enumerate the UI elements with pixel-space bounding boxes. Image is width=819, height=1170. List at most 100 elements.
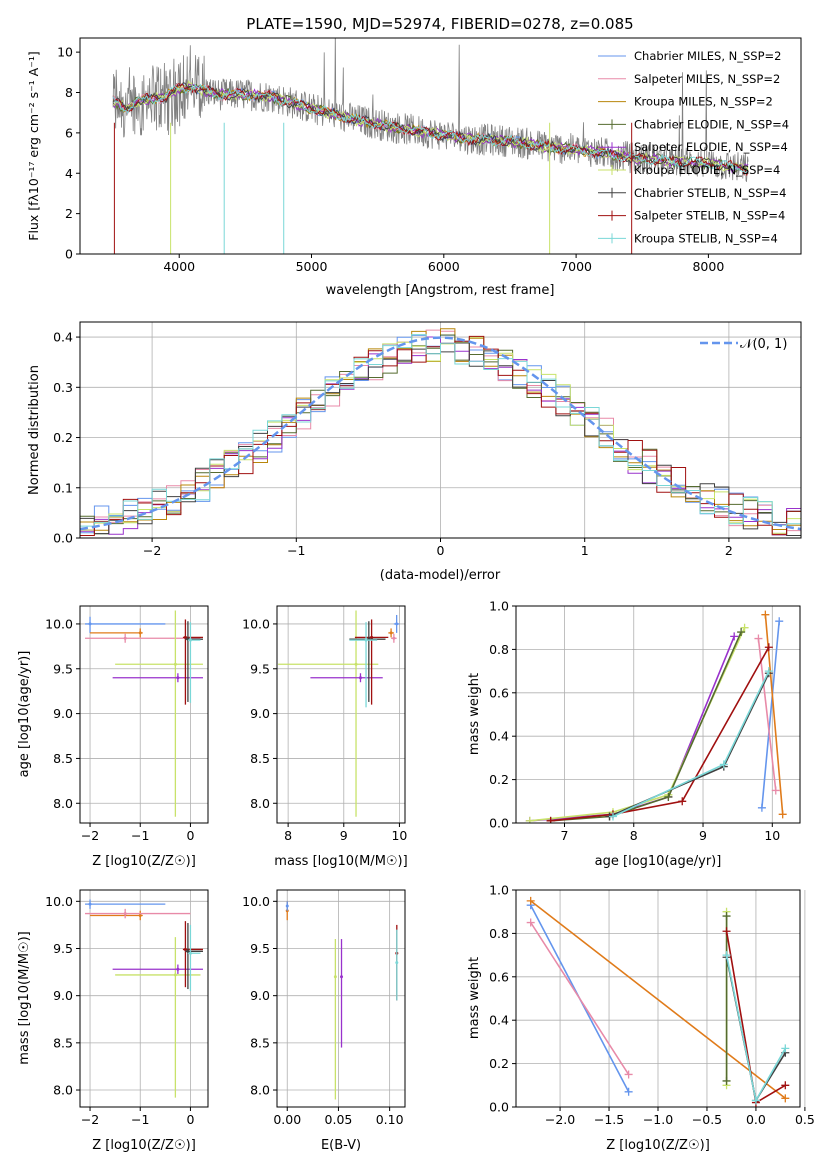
legend-label: Kroupa STELIB, N_SSP=4 [634,231,778,245]
age-vs-mass-frame [276,605,406,824]
y-tick-label: 0.4 [489,1013,509,1028]
y-tick-label: 8.0 [250,796,270,811]
legend-label: Chabrier MILES, N_SSP=2 [634,49,781,63]
y-tick-label: 0.2 [53,430,73,445]
mass-vs-ebv-frame [276,889,406,1108]
plus-marker [624,1087,633,1096]
y-tick-label: 8.0 [250,1083,270,1098]
x-tick-label: −1.5 [594,1112,624,1127]
y-tick-label: 0 [65,247,73,262]
y-tick-label: 8.5 [250,751,270,766]
x-tick-label: 0.0 [746,1112,766,1127]
age-vs-z-plot-area: −2 −1 0 8.0 8.5 9.0 9.5 10.0 [45,606,208,843]
mass-weight-vs-age-xlabel: age [log10(age/yr)] [595,854,722,869]
clipped-group [85,610,203,817]
y-tick-label: 0.8 [489,926,509,941]
x-tick-label: 8000 [692,259,724,274]
clipped-group [525,610,787,823]
mass-weight-vs-z-xlabel: Z [log10(Z/Z☉)] [606,1138,710,1153]
y-tick-label: 10.0 [242,894,270,909]
spectrum-plot-area: 4000 5000 6000 7000 8000 0 2 4 6 8 10 [57,38,749,274]
mass-vs-ebv-plot-area: 0.00 0.05 0.10 8.0 8.5 9.0 9.5 10.0 [242,890,405,1127]
orange-series-line [530,900,786,1099]
x-tick-label: 0.10 [376,1112,404,1127]
x-tick-label: −1 [131,828,149,843]
data-point [395,622,399,626]
y-tick-label: 9.5 [53,941,73,956]
data-point [188,951,192,955]
plus-marker [764,643,773,652]
clipped-group [85,899,203,1098]
x-tick-label: 0.00 [273,1112,301,1127]
data-point [183,635,187,639]
residuals-plot-area: −2 −1 0 1 2 0.0 0.1 0.2 0.3 0.4 [53,322,801,558]
gaussian-curve [80,336,801,531]
plus-marker [751,1096,760,1105]
clipped-group [80,328,801,536]
plus-marker [778,810,787,819]
salpeter-stelib-series-line [550,646,770,822]
y-tick-label: 0.4 [53,330,73,345]
legend-label: Salpeter ELODIE, N_SSP=4 [634,140,788,154]
x-tick-label: 0 [186,1112,194,1127]
legend-label: Chabrier STELIB, N_SSP=4 [634,186,786,200]
data-point [138,913,142,917]
data-point [188,638,192,642]
chabrier-miles-series-line [761,621,780,808]
residuals-ylabel: Normed distribution [27,365,42,495]
data-point [358,676,362,680]
mass-vs-z-xlabel: Z [log10(Z/Z☉)] [92,1138,196,1153]
orange-series-line [764,614,784,815]
plus-marker [737,628,746,637]
y-tick-label: 0.4 [489,729,509,744]
y-tick-label: 10.0 [242,616,270,631]
data-point [183,947,187,951]
y-tick-label: 2 [65,206,73,221]
mass-weight-vs-age-ylabel: mass weight [467,673,482,755]
legend-label: Salpeter STELIB, N_SSP=4 [634,209,785,223]
legend-label: Kroupa MILES, N_SSP=2 [634,95,773,109]
y-tick-label: 4 [65,166,73,181]
age-vs-z-ylabel: age [log10(age/yr)] [17,651,32,778]
data-point [173,973,177,977]
plus-marker [608,812,617,821]
y-tick-label: 9.5 [250,661,270,676]
y-tick-label: 8.5 [53,751,73,766]
plus-marker [771,786,780,795]
data-point [123,912,127,916]
data-point [389,631,393,635]
y-tick-label: 0.1 [53,480,73,495]
x-tick-label: 8 [630,828,638,843]
y-tick-label: 0.2 [489,772,509,787]
y-tick-label: 10.0 [45,894,73,909]
y-tick-label: 8.0 [53,796,73,811]
age-vs-mass-plot-area: 8 9 10 8.0 8.5 9.0 9.5 10.0 [242,606,407,843]
clipped-group [278,610,400,817]
data-point [395,961,399,965]
x-tick-label: 10 [764,828,780,843]
y-tick-label: 10 [57,45,73,60]
y-tick-label: 0.3 [53,380,73,395]
plus-marker [526,918,535,927]
mass-vs-ebv-panel: 0.00 0.05 0.10 8.0 8.5 9.0 9.5 10.0 E(B-V) [242,889,406,1153]
mass-vs-z-frame [79,889,209,1108]
gaussian-legend-label: 𝒩(0, 1) [740,337,787,352]
salpeter-elodie-series-line [529,636,735,822]
salpeter-stelib-model-line [112,83,749,177]
y-tick-label: 8.0 [53,1083,73,1098]
data-point [176,676,180,680]
y-tick-label: 8.5 [53,1035,73,1050]
x-tick-label: 0 [186,828,194,843]
age-vs-z-frame [79,605,209,824]
plus-marker [781,1094,790,1103]
salpeter-miles-series-line [757,638,777,791]
x-tick-label: −1 [131,1112,149,1127]
chabrier-stelib-model-line [112,82,749,175]
mass-weight-vs-age-plot-area: 7 8 9 10 0.0 0.2 0.4 0.6 0.8 1.0 [489,599,800,843]
spectrum-legend: Chabrier MILES, N_SSP=2 Salpeter MILES, N… [598,49,789,245]
x-tick-label: 5000 [296,259,328,274]
y-tick-label: 9.0 [53,988,73,1003]
data-point [370,635,374,639]
data-point [176,967,180,971]
